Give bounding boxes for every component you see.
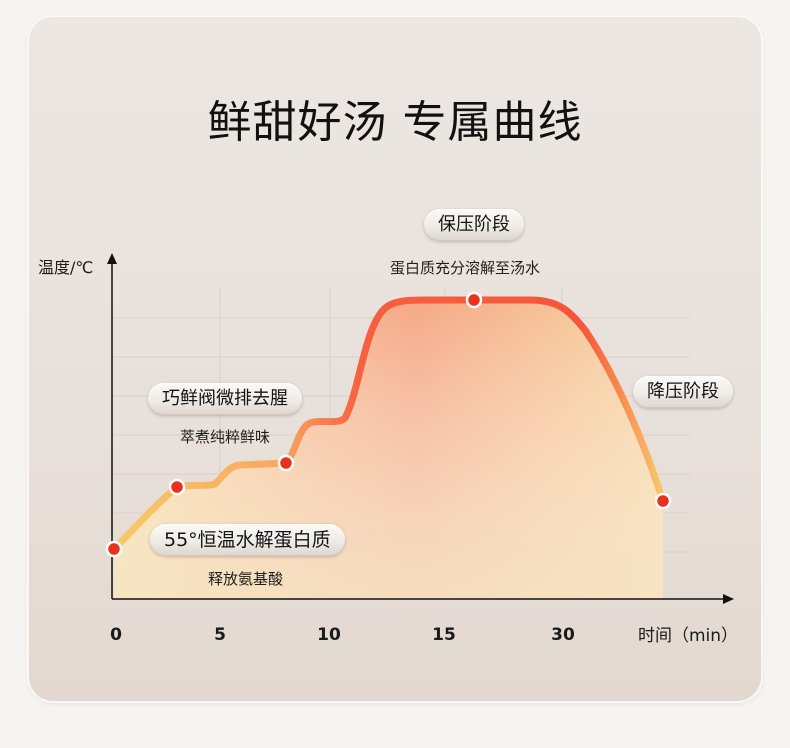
x-tick-15: 15 [432, 625, 456, 645]
annotation-hydrolysis: 55°恒温水解蛋白质 [150, 524, 345, 556]
marker-2 [277, 454, 295, 472]
x-tick-5: 5 [214, 625, 226, 645]
annotation-valve-exhaust-detail: 萃煮纯粹鲜味 [180, 428, 271, 446]
page-title: 鲜甜好汤 专属曲线 [207, 97, 583, 148]
x-tick-10: 10 [317, 625, 341, 645]
x-axis-arrow-icon [723, 594, 734, 604]
annotation-pressure-release: 降压阶段 [633, 376, 733, 408]
x-axis-label: 时间（min） [638, 626, 739, 646]
annotation-valve-exhaust: 巧鲜阀微排去腥 [148, 383, 302, 415]
y-axis-arrow-icon [107, 253, 117, 264]
marker-1 [168, 478, 186, 496]
annotation-hydrolysis-detail: 释放氨基酸 [208, 570, 284, 588]
annotation-pressure-hold-detail: 蛋白质充分溶解至汤水 [390, 259, 541, 277]
marker-3 [465, 291, 483, 309]
x-tick-0: 0 [110, 625, 122, 645]
data-markers [105, 291, 672, 558]
temperature-curve [110, 296, 667, 553]
y-axis-label: 温度/℃ [38, 258, 94, 277]
marker-4 [654, 492, 672, 510]
annotation-pressure-hold: 保压阶段 [424, 209, 524, 241]
marker-0 [105, 540, 123, 558]
x-tick-30: 30 [551, 625, 575, 645]
